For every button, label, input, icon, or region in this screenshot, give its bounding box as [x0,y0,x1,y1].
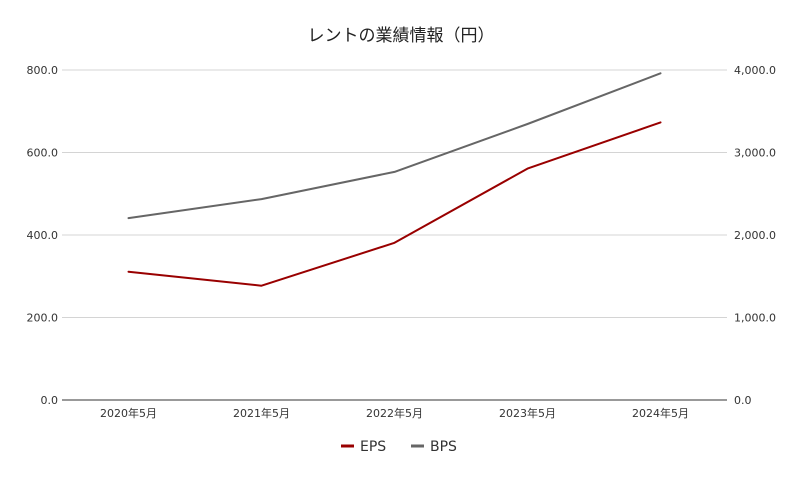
x-tick-label: 2020年5月 [100,406,157,420]
left-tick-label: 0.0 [41,394,59,407]
right-tick-label: 2,000.0 [734,229,776,242]
left-tick-label: 800.0 [27,64,59,77]
right-axis-ticks: 0.0 1,000.0 2,000.0 3,000.0 4,000.0 [734,64,776,407]
left-tick-label: 600.0 [27,147,59,160]
series-lines [127,72,662,287]
x-tick-label: 2024年5月 [632,406,689,420]
left-tick-label: 400.0 [27,229,59,242]
chart-title: レントの業績情報（円） [308,26,495,46]
left-axis-ticks: 0.0 200.0 400.0 600.0 800.0 [27,64,59,407]
legend-label-bps: BPS [430,439,457,455]
right-tick-label: 1,000.0 [734,312,776,325]
series-line-bps [127,72,662,220]
series-line-eps [127,121,662,287]
right-tick-label: 0.0 [734,394,752,407]
gridlines [62,69,727,401]
x-tick-label: 2022年5月 [366,406,423,420]
x-tick-label: 2023年5月 [499,406,556,420]
left-tick-label: 200.0 [27,312,59,325]
legend: EPS BPS [341,439,457,455]
x-tick-label: 2021年5月 [233,406,290,420]
right-tick-label: 4,000.0 [734,64,776,77]
right-tick-label: 3,000.0 [734,147,776,160]
x-axis-ticks: 2020年5月 2021年5月 2022年5月 2023年5月 2024年5月 [100,406,689,420]
legend-label-eps: EPS [360,439,386,455]
